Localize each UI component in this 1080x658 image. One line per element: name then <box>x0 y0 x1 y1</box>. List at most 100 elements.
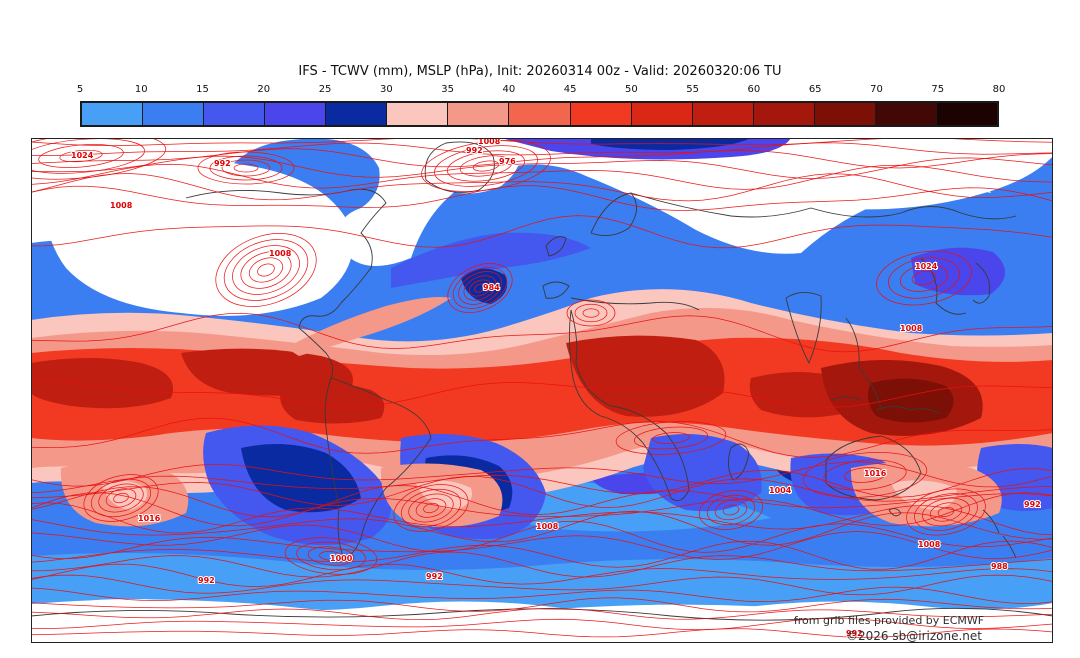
coastline-path <box>728 443 750 481</box>
tcwv-region <box>280 383 385 424</box>
isobar-label: 992 <box>214 159 231 168</box>
isobar-label: 976 <box>499 157 516 166</box>
map-frame <box>31 138 1053 643</box>
pressure-center-ring <box>31 138 167 180</box>
pressure-center-ring <box>421 140 551 192</box>
pressure-center-ring <box>459 155 513 177</box>
coastline-path <box>972 262 991 304</box>
isobar-line <box>31 607 1053 620</box>
coastline-path <box>568 309 690 502</box>
tcwv-region <box>181 348 353 396</box>
pressure-center-ring <box>452 267 508 309</box>
isobar-label: 1024 <box>71 151 94 160</box>
pressure-center-ring <box>209 155 283 181</box>
pressure-center-ring <box>899 264 949 292</box>
isobar-label: 984 <box>483 283 500 292</box>
pressure-center-ring <box>574 303 608 323</box>
coastline-path <box>185 188 387 379</box>
coastline-path <box>630 192 1017 220</box>
pressure-center-ring <box>296 541 366 571</box>
colorbar-ticks: 5 10 15 20 25 30 35 40 45 50 55 60 65 70 75 80 <box>77 84 1006 96</box>
isobar-line <box>31 502 1053 536</box>
tcwv-region <box>391 232 591 288</box>
world-map: 1024992100810089929761008984102410081016… <box>31 138 1053 643</box>
pressure-center-ring <box>921 497 971 527</box>
colorbar-segment <box>143 103 205 125</box>
colorbar <box>80 101 999 127</box>
pressure-center-ring <box>823 459 907 491</box>
tcwv-region <box>566 335 725 417</box>
coastline-path <box>545 236 567 257</box>
colorbar-segment <box>448 103 510 125</box>
colorbar-tick-label: 15 <box>196 84 209 95</box>
colorbar-tick-label: 25 <box>318 84 332 95</box>
colorbar-tick-label: 60 <box>747 84 761 95</box>
pressure-center-ring <box>232 245 300 295</box>
pressure-center-ring <box>906 488 986 536</box>
pressure-center-ring <box>98 483 144 513</box>
pressure-center-ring <box>722 504 740 516</box>
tcwv-region <box>178 184 324 294</box>
isobar-label: 992 <box>1024 500 1041 509</box>
isobar-line <box>31 492 1053 527</box>
pressure-center-ring <box>714 499 748 521</box>
pressure-center-ring <box>582 308 600 318</box>
pressure-center-ring <box>914 493 978 531</box>
colorbar-segment <box>82 103 144 125</box>
colorbar-tick-label: 80 <box>992 84 1006 95</box>
pressure-center-ring <box>90 478 152 518</box>
pressure-center-ring <box>400 488 462 528</box>
isobar-line <box>31 551 1053 578</box>
pressure-center-ring <box>38 144 124 168</box>
coastline-path <box>875 406 942 415</box>
colorbar-tick-label: 55 <box>686 84 700 95</box>
isobar-label-layer: 1024992100810089929761008984102410081016… <box>70 138 1042 639</box>
coastline-path <box>1002 535 1017 559</box>
pressure-center-ring <box>911 270 937 286</box>
coastline-path <box>31 607 1053 621</box>
pressure-center-ring <box>113 492 129 504</box>
pressure-center-ring <box>434 145 538 187</box>
pressure-center-ring <box>634 426 708 450</box>
colorbar-segment <box>326 103 388 125</box>
pressure-center-ring <box>698 490 764 530</box>
isobar-label: 992 <box>466 146 483 155</box>
pressure-center-ring <box>215 233 317 307</box>
pressure-center-ring <box>447 263 513 313</box>
pressure-center-ring <box>843 467 887 483</box>
pressure-center-ring <box>652 432 690 444</box>
colorbar-tick-label: 30 <box>379 84 393 95</box>
colorbar-segment <box>875 103 937 125</box>
isobar-line <box>31 461 1053 488</box>
attribution-line1: from grib files provided by ECMWF <box>794 614 984 627</box>
colorbar-segment <box>631 103 693 125</box>
colorbar-tick-label: 65 <box>808 84 822 95</box>
pressure-center-ring <box>474 283 486 293</box>
pressure-center-ring <box>937 507 955 517</box>
pressure-center-ring <box>240 251 292 289</box>
colorbar-tick-label: 45 <box>563 84 577 95</box>
pressure-center-ring <box>876 250 972 306</box>
pressure-center-ring <box>257 263 275 277</box>
tcwv-region <box>286 297 451 356</box>
isobar-line <box>31 540 1053 570</box>
colorbar-tick-label: 75 <box>931 84 945 95</box>
colorbar-segment <box>204 103 266 125</box>
pressure-center-ring <box>423 502 439 514</box>
isobar-label: 1008 <box>900 324 923 333</box>
isobar-label: 1008 <box>536 522 559 531</box>
colorbar-segment <box>509 103 571 125</box>
pressure-center-ring <box>472 160 500 172</box>
isobar-line <box>31 468 1053 498</box>
pressure-center-ring <box>307 546 355 566</box>
colorbar-segment <box>570 103 632 125</box>
pressure-center-ring <box>802 452 928 498</box>
isobar-label: 988 <box>991 562 1008 571</box>
isobar-line <box>31 185 1053 211</box>
isobar-line <box>31 574 1053 596</box>
isobar-label: 992 <box>846 629 863 638</box>
pressure-center-ring <box>284 537 378 575</box>
pressure-center-ring <box>615 421 727 455</box>
tcwv-region <box>643 434 762 512</box>
